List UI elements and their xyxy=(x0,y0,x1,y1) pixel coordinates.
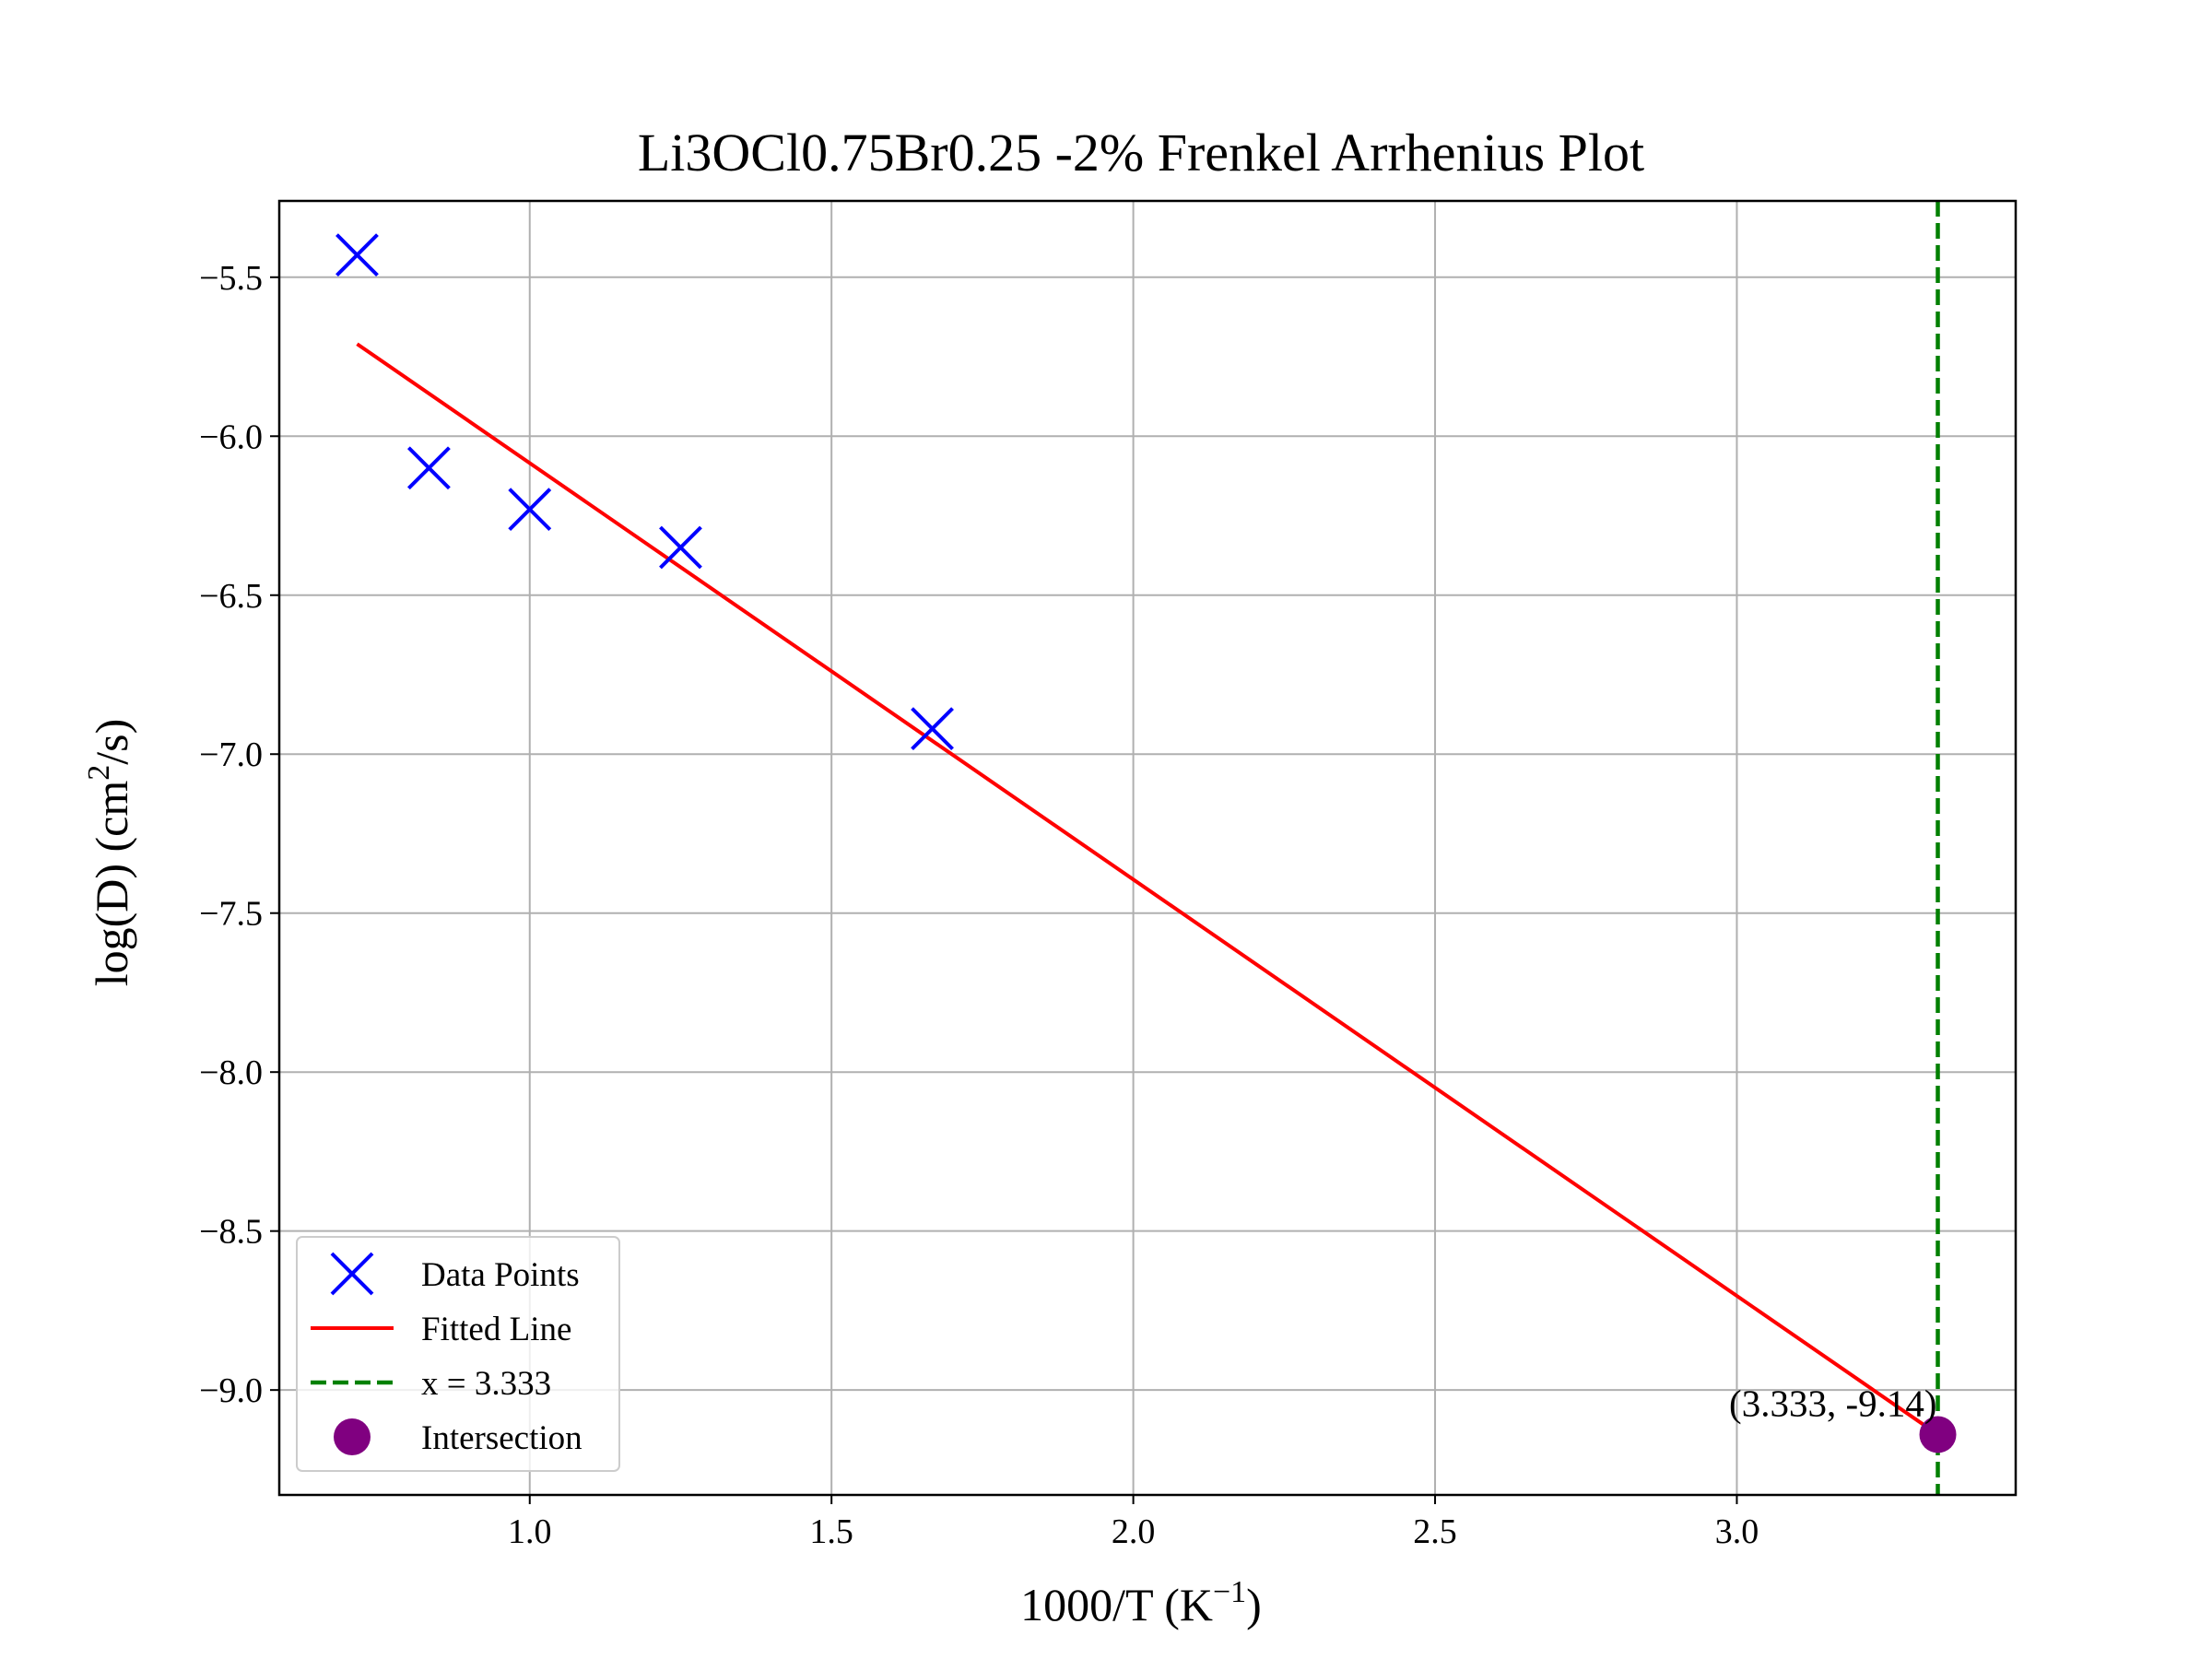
x-marker-stroke xyxy=(335,233,379,277)
x-marker-stroke xyxy=(911,707,954,751)
fitted-line xyxy=(356,342,1939,1437)
plot-series: (3.333, -9.14) xyxy=(335,201,1957,1495)
y-tick-label: −6.0 xyxy=(199,418,263,456)
y-axis-ticks: −5.5 −6.0 −6.5 −7.0 −7.5 −8.0 −8.5 −9.0 xyxy=(199,259,279,1410)
x-tick-label: 1.5 xyxy=(809,1512,853,1551)
x-tick-label: 2.0 xyxy=(1112,1512,1156,1551)
data-point xyxy=(406,446,451,490)
legend-item: Data Points xyxy=(330,1252,580,1296)
y-tick-label: −6.5 xyxy=(199,577,263,616)
data-point xyxy=(335,233,379,277)
legend-box xyxy=(296,1236,620,1472)
x-tick-label: 2.5 xyxy=(1413,1512,1457,1551)
data-point xyxy=(911,707,954,751)
y-tick-label: −9.0 xyxy=(199,1371,263,1410)
y-tick-label: −7.0 xyxy=(199,735,263,774)
y-tick-label: −7.5 xyxy=(199,895,263,934)
x-marker-stroke xyxy=(330,1252,374,1296)
legend-handle-dot xyxy=(334,1418,371,1455)
x-axis-ticks: 1.0 1.5 2.0 2.5 3.0 xyxy=(508,1495,1759,1551)
legend-label: Fitted Line xyxy=(421,1311,571,1348)
data-point xyxy=(659,525,702,570)
legend-handle-x xyxy=(330,1252,374,1296)
y-tick-label: −5.5 xyxy=(199,259,263,298)
legend-label: Data Points xyxy=(421,1256,580,1294)
grid xyxy=(279,201,2016,1495)
x-tick-label: 1.0 xyxy=(508,1512,552,1551)
y-tick-label: −8.5 xyxy=(199,1213,263,1252)
x-axis-label: 1000/T (K−1) xyxy=(1020,1575,1262,1630)
legend-item: x = 3.333 xyxy=(311,1365,551,1403)
legend-label: Intersection xyxy=(421,1419,582,1457)
intersection-point xyxy=(1919,1416,1957,1453)
data-point xyxy=(508,488,552,532)
x-tick-label: 3.0 xyxy=(1715,1512,1759,1551)
plot-frame xyxy=(277,199,2018,1497)
y-tick-label: −8.0 xyxy=(199,1053,263,1092)
intersection-annotation: (3.333, -9.14) xyxy=(1729,1382,1936,1424)
legend-label: x = 3.333 xyxy=(421,1365,551,1403)
legend-item: Fitted Line xyxy=(311,1311,571,1348)
x-marker-stroke xyxy=(406,446,451,490)
x-marker-stroke xyxy=(508,488,552,532)
chart-title: Li3OCl0.75Br0.25 -2% Frenkel Arrhenius P… xyxy=(638,123,1644,182)
legend-item: Intersection xyxy=(334,1418,582,1457)
legend: Data Points Fitted Line x = 3.333 Intersect… xyxy=(296,1236,620,1472)
y-axis-label: log(D) (cm2/s) xyxy=(82,719,137,987)
x-marker-stroke xyxy=(659,525,702,570)
